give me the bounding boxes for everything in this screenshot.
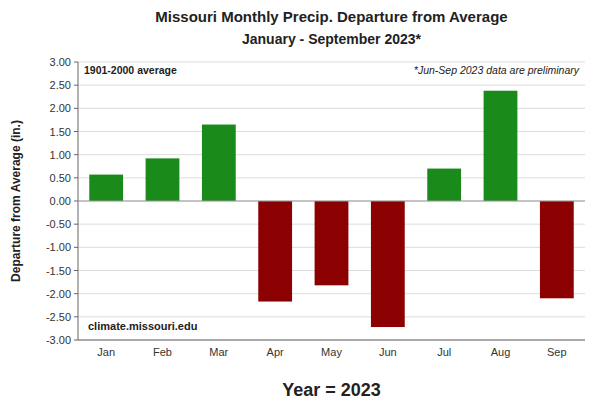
y-tick [74, 340, 78, 341]
bar [540, 201, 574, 298]
subtitle: January - September 2023* [242, 31, 422, 47]
bar [202, 125, 236, 201]
y-tick-label: 1.50 [50, 126, 71, 138]
y-tick [74, 224, 78, 225]
y-tick [74, 316, 78, 317]
annotation: 1901-2000 average [84, 64, 177, 76]
x-tick-label: Jul [437, 346, 451, 358]
y-tick [74, 247, 78, 248]
y-tick [74, 108, 78, 109]
y-tick-label: -0.50 [46, 218, 71, 230]
chart: -3.00 -2.50 -2.00 -1.50 -1.00 -0.50 0.00 0.50 1.… [0, 0, 600, 409]
title: Missouri Monthly Precip. Departure from … [155, 8, 507, 25]
grid-line [78, 293, 585, 294]
x-tick-label: Sep [547, 346, 567, 358]
y-tick-label: 0.00 [50, 195, 71, 207]
grid-line [78, 62, 585, 63]
y-tick-label: -2.00 [46, 288, 71, 300]
grid-line [78, 340, 585, 341]
y-tick-label: -2.50 [46, 311, 71, 323]
x-axis-label: Year = 2023 [282, 380, 381, 400]
y-tick-label: -1.00 [46, 241, 71, 253]
grid [78, 62, 585, 340]
grid-line [78, 316, 585, 317]
y-tick-label: 3.00 [50, 56, 71, 68]
bar [258, 201, 292, 302]
y-tick [74, 270, 78, 271]
x-tick-label: Feb [153, 346, 172, 358]
y-tick [74, 62, 78, 63]
y-tick [74, 154, 78, 155]
grid-line [78, 201, 585, 202]
y-tick-label: -3.00 [46, 334, 71, 346]
bars [89, 91, 573, 327]
y-tick-label: 2.00 [50, 102, 71, 114]
annotation: climate.missouri.edu [88, 320, 197, 332]
y-tick-label: 0.50 [50, 172, 71, 184]
grid-line [78, 85, 585, 86]
bar [484, 91, 518, 201]
y-tick-label: 2.50 [50, 79, 71, 91]
bar [146, 158, 180, 201]
annotation: *Jun-Sep 2023 data are preliminary [414, 64, 580, 76]
y-tick [74, 131, 78, 132]
x-tick-label: Aug [491, 346, 511, 358]
y-tick [74, 293, 78, 294]
y-tick-label: -1.50 [46, 265, 71, 277]
y-axis-label: Departure from Average (in.) [9, 120, 23, 282]
x-tick-label: Mar [209, 346, 228, 358]
y-tick [74, 201, 78, 202]
x-tick-label: May [321, 346, 342, 358]
bar [89, 175, 123, 201]
x-tick-label: Jan [97, 346, 115, 358]
bar [427, 169, 461, 201]
y-tick [74, 85, 78, 86]
bar [315, 201, 349, 285]
y-tick-label: 1.00 [50, 149, 71, 161]
x-axis [78, 340, 585, 341]
x-tick-label: Jun [379, 346, 397, 358]
y-tick [74, 177, 78, 178]
x-tick-label: Apr [267, 346, 284, 358]
bar [371, 201, 405, 327]
zero-line [78, 201, 585, 202]
